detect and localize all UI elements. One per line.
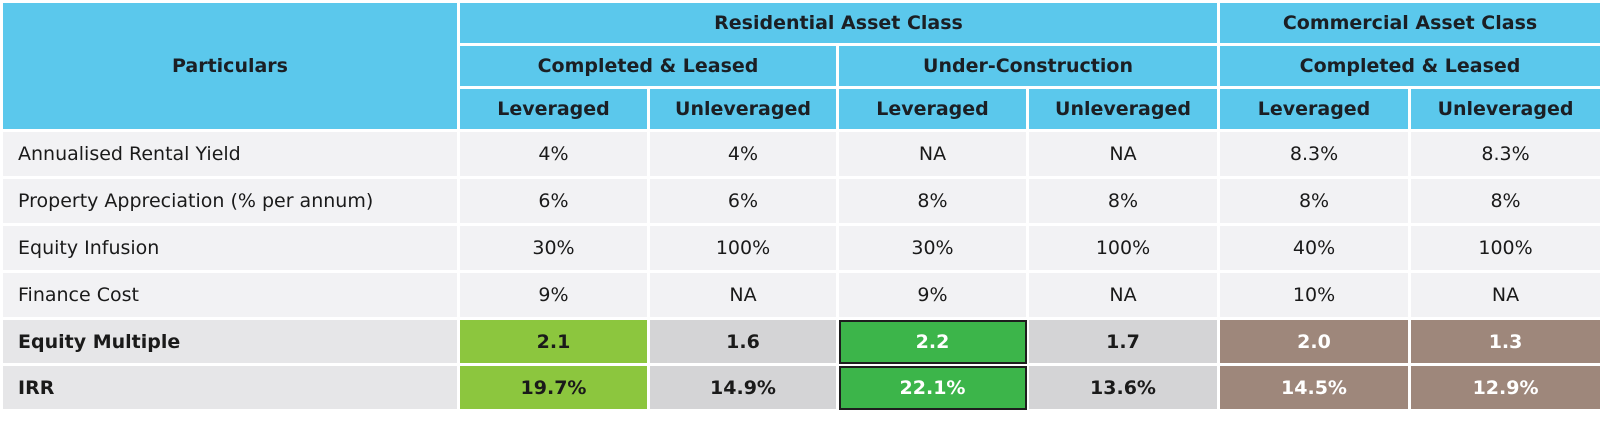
table-cell: 30% <box>457 223 650 273</box>
leverage-subheader: Unleveraged <box>647 86 839 132</box>
table-cell: NA <box>1408 270 1600 320</box>
table-cell: 8.3% <box>1408 129 1600 179</box>
table-cell: 4% <box>457 129 650 179</box>
table-cell: 1.7 <box>1025 317 1221 366</box>
leverage-subheader: Unleveraged <box>1408 86 1600 132</box>
highlight-cell: 19.7% <box>457 363 650 412</box>
table-cell: 10% <box>1217 270 1412 320</box>
table-cell: 100% <box>647 223 839 273</box>
table-cell: NA <box>1025 129 1221 179</box>
row-label: Equity Multiple <box>0 317 460 366</box>
irr-row: IRR 19.7% 14.9% 22.1% 13.6% 14.5% 12.9% <box>0 363 1600 412</box>
table-cell: 14.9% <box>647 363 839 412</box>
table-cell: 40% <box>1217 223 1412 273</box>
row-label: Annualised Rental Yield <box>0 129 460 179</box>
table-cell: 8% <box>1025 176 1221 226</box>
table-cell: NA <box>1025 270 1221 320</box>
row-label: Finance Cost <box>0 270 460 320</box>
particulars-header: Particulars <box>0 0 460 132</box>
residential-completed-header: Completed & Leased <box>457 43 839 89</box>
commercial-cell: 1.3 <box>1408 317 1600 366</box>
leverage-subheader: Leveraged <box>836 86 1029 132</box>
table-cell: 9% <box>457 270 650 320</box>
commercial-cell: 12.9% <box>1408 363 1600 412</box>
leverage-subheader: Leveraged <box>1217 86 1412 132</box>
table-cell: 13.6% <box>1025 363 1221 412</box>
highlight-cell: 22.1% <box>836 363 1029 412</box>
table-cell: NA <box>836 129 1029 179</box>
table-cell: 9% <box>836 270 1029 320</box>
table-cell: 6% <box>457 176 650 226</box>
highlight-cell: 2.2 <box>836 317 1029 366</box>
table-cell: 6% <box>647 176 839 226</box>
table-cell: 30% <box>836 223 1029 273</box>
table-cell: 8% <box>1217 176 1412 226</box>
table-cell: 1.6 <box>647 317 839 366</box>
residential-under-construction-header: Under-Construction <box>835 43 1221 89</box>
commercial-cell: 2.0 <box>1217 317 1412 366</box>
equity-multiple-row: Equity Multiple 2.1 1.6 2.2 1.7 2.0 1.3 <box>0 317 1600 366</box>
leverage-subheader: Unleveraged <box>1025 86 1221 132</box>
table-cell: 100% <box>1408 223 1600 273</box>
table-row: Finance Cost 9% NA 9% NA 10% NA <box>0 270 1600 320</box>
commercial-cell: 14.5% <box>1217 363 1412 412</box>
asset-class-comparison-table: Particulars Residential Asset Class Comm… <box>0 0 1600 412</box>
table-row: Equity Infusion 30% 100% 30% 100% 40% 10… <box>0 223 1600 273</box>
table-cell: NA <box>647 270 839 320</box>
leverage-subheader: Leveraged <box>457 86 650 132</box>
table-cell: 8% <box>836 176 1029 226</box>
table-row: Annualised Rental Yield 4% 4% NA NA 8.3%… <box>0 129 1600 179</box>
table-cell: 4% <box>647 129 839 179</box>
table-cell: 100% <box>1025 223 1221 273</box>
table-cell: 8% <box>1408 176 1600 226</box>
row-label: Equity Infusion <box>0 223 460 273</box>
residential-asset-class-header: Residential Asset Class <box>456 0 1221 46</box>
commercial-asset-class-header: Commercial Asset Class <box>1217 0 1600 46</box>
table-cell: 8.3% <box>1217 129 1412 179</box>
table-row: Property Appreciation (% per annum) 6% 6… <box>0 176 1600 226</box>
commercial-completed-header: Completed & Leased <box>1217 43 1600 89</box>
highlight-cell: 2.1 <box>457 317 650 366</box>
row-label: IRR <box>0 363 460 412</box>
row-label: Property Appreciation (% per annum) <box>0 176 460 226</box>
